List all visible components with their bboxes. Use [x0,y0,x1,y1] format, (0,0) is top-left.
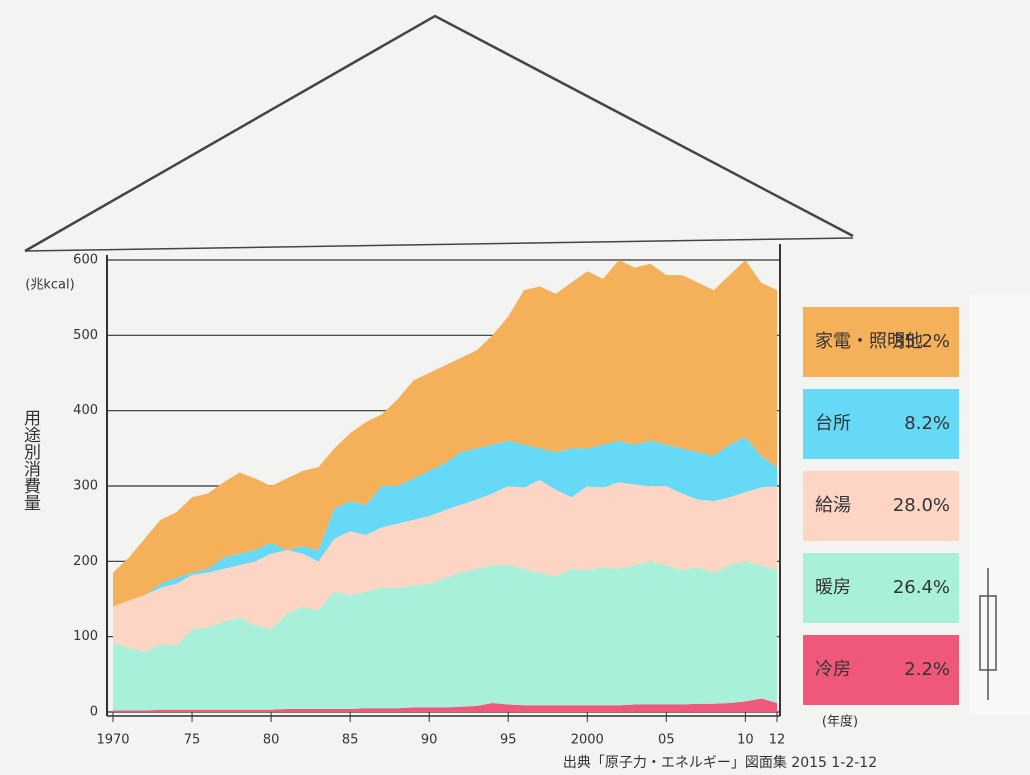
y-axis-label: 用途別消費量 [20,409,41,511]
legend-share: 8.2% [904,413,950,434]
roof [24,14,854,253]
legend-swatch [803,307,959,377]
x-tick-label: 85 [342,733,359,748]
legend-swatch [803,389,959,459]
roof-base [24,237,854,252]
y-tick-label: 600 [73,253,98,268]
legend-label: 暖房 [815,577,851,598]
area [113,561,777,711]
decor [979,595,997,671]
x-tick-label: 80 [263,733,280,748]
legend-label: 家電・照明他 [815,331,923,352]
y-tick-label: 300 [73,479,98,494]
legend-swatch [803,471,959,541]
y-unit: (兆kcal) [25,278,74,293]
legend-share: 28.0% [893,495,950,516]
areas [113,260,777,712]
x-tick-label: 90 [421,733,438,748]
x-tick-label: 95 [500,733,517,748]
y-tick-label: 100 [73,629,98,644]
x-tick-label: 05 [658,733,675,748]
legend-share: 2.2% [904,659,950,680]
area [113,437,777,607]
legend-share: 35.2% [893,331,950,352]
legend-swatch [803,635,959,705]
paper-strip [970,295,1030,715]
y-tick-label: 200 [73,554,98,569]
y-tick-label: 400 [73,403,98,418]
x-tick-label: 12 [769,733,786,748]
x-tick-label: 75 [184,733,201,748]
y-tick-label: 500 [73,328,98,343]
x-tick-label: 2000 [571,733,604,748]
area [113,698,777,712]
legend-label: 給湯 [815,495,851,516]
y-tick-label: 0 [90,705,98,720]
legend-label: 台所 [815,413,851,434]
legend-share: 26.4% [893,577,950,598]
x-tick-label: 10 [737,733,754,748]
x-tick-label: 1970 [96,733,129,748]
area [113,260,777,607]
legend-swatch [803,553,959,623]
legend-label: 冷房 [815,659,851,680]
x-unit: (年度) [822,714,858,730]
area [113,479,777,652]
source: 出典「原子力・エネルギー」図面集 2015 1-2-12 [563,754,877,771]
